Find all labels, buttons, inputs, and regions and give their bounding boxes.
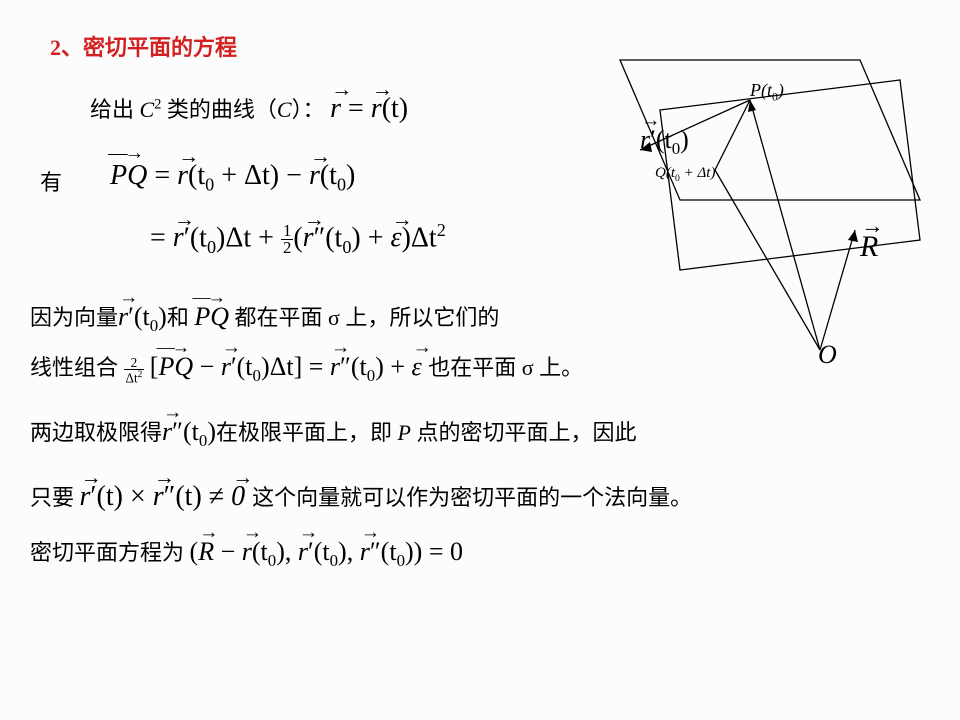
vec-r: r <box>303 222 314 254</box>
c-squared: C2 <box>140 97 162 122</box>
line-plane-equation: 密切平面方程为 (R − r(t0), r′(t0), r″(t0)) = 0 <box>30 535 463 571</box>
label-O: O <box>818 340 837 370</box>
arrowhead <box>848 230 858 242</box>
label-P: P(t0) <box>750 80 784 104</box>
line-linear-comb: 线性组合 2Δt2 [PQ − r′(t0)Δt] = r″(t0) + ε 也… <box>30 350 583 386</box>
osculating-plane-diagram: P(t0) r′(t0) Q(t0 + Δt) R O <box>600 40 940 380</box>
frac-half: 12 <box>281 223 293 258</box>
vec-PQ: PQ <box>158 352 193 382</box>
vec-eps: ε <box>391 222 402 254</box>
frac-2-dt2: 2Δt2 <box>124 356 145 385</box>
vec-r: r <box>371 93 382 125</box>
eq-taylor: = r′(t0)Δt + 12(r″(t0) + ε)Δt2 <box>150 220 446 258</box>
text: 给出 <box>90 97 140 122</box>
vec-r: r <box>360 537 370 567</box>
vec-r: r <box>330 352 340 382</box>
line-given-curve: 给出 C2 类的曲线（C）： r = r(t) <box>90 92 408 125</box>
vec-r: r <box>118 302 128 332</box>
text: ）： <box>292 97 325 122</box>
line-PQ <box>715 100 750 170</box>
text: 类的曲线（ <box>167 97 277 122</box>
vec-r: r <box>221 352 231 382</box>
c-var: C <box>277 97 292 122</box>
eq-pq-expand: PQ = r(t0 + Δt) − r(t0) <box>110 160 355 196</box>
label-Q: Q(t0 + Δt) <box>655 165 715 184</box>
label-R: R <box>860 230 878 264</box>
vec-r: r <box>162 417 172 447</box>
vec-r: r <box>330 93 341 125</box>
line-limit: 两边取极限得r″(t0)在极限平面上，即 P 点的密切平面上，因此 <box>30 415 636 451</box>
label-rprime: r′(t0) <box>640 125 689 159</box>
line-OR <box>820 230 855 350</box>
vec-R: R <box>198 537 214 567</box>
line-normal-vector: 只要 r′(t) × r″(t) ≠ 0 这个向量就可以作为密切平面的一个法向量… <box>30 480 692 513</box>
vec-zero: 0 <box>231 481 245 513</box>
text-you: 有 <box>40 165 62 197</box>
vec-r: r <box>153 481 164 513</box>
vec-eps: ε <box>412 352 422 382</box>
vec-r: r <box>242 537 252 567</box>
vec-PQ: PQ <box>194 302 229 332</box>
vec-r: r <box>80 481 91 513</box>
section-title: 2、密切平面的方程 <box>50 30 237 62</box>
vec-r: r <box>177 160 188 192</box>
line-OP <box>750 100 820 350</box>
vec-PQ: PQ <box>110 160 147 192</box>
line-because: 因为向量r′(t0)和 PQ 都在平面 σ 上，所以它们的 <box>30 300 499 336</box>
vec-r: r <box>173 222 184 254</box>
line-OQ <box>715 170 820 350</box>
vec-r: r <box>298 537 308 567</box>
vec-r: r <box>309 160 320 192</box>
